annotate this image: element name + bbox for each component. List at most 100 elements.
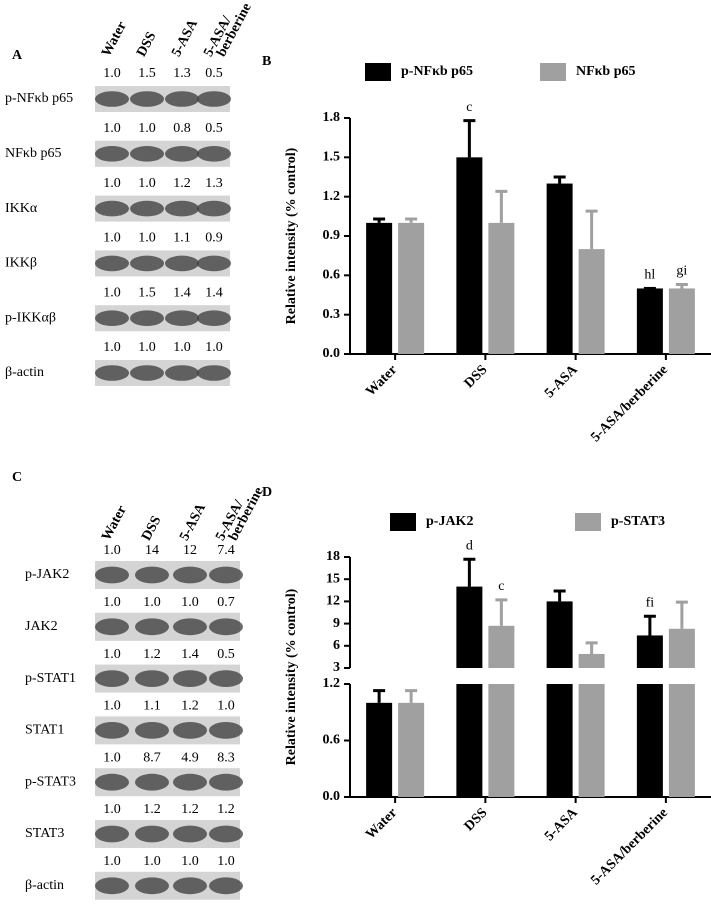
blot-band — [95, 618, 129, 636]
error-bar — [675, 283, 688, 289]
panel-label: B — [262, 54, 271, 69]
error-bar — [585, 209, 598, 250]
significance-label: c — [498, 579, 504, 594]
blot-band — [95, 773, 129, 791]
blot-band — [135, 566, 169, 584]
band-value: 1.0 — [103, 854, 121, 869]
y-tick-label: 1.5 — [323, 150, 341, 165]
lane-header: Water — [99, 503, 130, 543]
blot-band — [209, 773, 243, 791]
error-bar — [463, 119, 476, 158]
band-value: 1.0 — [138, 231, 156, 246]
band-value: 0.9 — [205, 231, 223, 246]
blot-band — [209, 722, 243, 739]
y-axis-label: Relative intensity (% control) — [284, 588, 299, 765]
blot-band — [173, 877, 207, 895]
bar — [636, 684, 663, 797]
blot-name: STAT1 — [25, 723, 64, 738]
y-tick-label: 18 — [326, 549, 340, 564]
band-value: 1.0 — [138, 340, 156, 355]
legend-label: NFκb p65 — [576, 64, 636, 79]
blot-band — [95, 877, 129, 895]
blot-band — [130, 91, 164, 107]
panel-label: A — [12, 48, 23, 63]
panel-label: C — [12, 470, 22, 485]
bar — [578, 249, 605, 354]
band-value: 1.0 — [217, 699, 235, 714]
x-tick-label: Water — [363, 805, 400, 842]
blot-band — [135, 825, 169, 843]
x-tick-label: 5-ASA/berberine — [588, 362, 671, 445]
y-tick-label: 15 — [326, 571, 340, 586]
band-value: 0.5 — [205, 66, 223, 81]
significance-label: c — [466, 100, 472, 115]
y-axis-label: Relative intensity (% control) — [284, 147, 299, 324]
error-bar — [553, 175, 566, 184]
blot-band — [173, 670, 207, 687]
blot-band — [173, 722, 207, 739]
lane-header: DSS — [139, 513, 164, 543]
error-bar — [495, 598, 508, 626]
blot-band — [165, 255, 199, 272]
x-tick-label: 5-ASA — [542, 362, 581, 401]
error-bar — [463, 557, 476, 587]
band-value: 1.0 — [103, 543, 121, 558]
blot-name: NFκb p65 — [5, 146, 61, 161]
blot-band — [130, 310, 164, 327]
blot-band — [130, 146, 164, 162]
bar — [668, 628, 695, 668]
band-value: 1.2 — [181, 802, 199, 817]
blot-band — [95, 310, 129, 327]
y-tick-label: 6 — [333, 638, 340, 653]
blot-band — [135, 877, 169, 895]
band-value: 0.5 — [205, 121, 223, 136]
blot-band — [165, 310, 199, 327]
lane-header: 5-ASA — [177, 501, 209, 544]
bar — [546, 183, 573, 354]
blot-band — [130, 255, 164, 272]
blot-band — [130, 200, 164, 217]
blot-band — [135, 618, 169, 636]
blot-name: JAK2 — [25, 619, 58, 634]
band-value: 1.2 — [143, 802, 161, 817]
blot-band — [135, 773, 169, 791]
blot-name: β-actin — [25, 878, 64, 893]
band-value: 12 — [183, 543, 197, 558]
blot-band — [165, 200, 199, 217]
y-tick-label: 0.0 — [323, 789, 341, 804]
blot-band — [130, 365, 164, 381]
band-value: 1.0 — [103, 340, 121, 355]
legend-swatch — [540, 63, 566, 81]
blot-band — [95, 146, 129, 162]
y-tick-label: 0.6 — [323, 733, 341, 748]
x-tick-label: 5-ASA — [542, 805, 581, 844]
bar — [456, 586, 483, 668]
blot-name: p-STAT3 — [25, 774, 76, 789]
y-tick-label: 3 — [333, 660, 340, 675]
y-tick-label: 1.2 — [323, 676, 341, 691]
bar — [456, 684, 483, 797]
band-value: 1.0 — [181, 854, 199, 869]
blot-name: β-actin — [5, 365, 44, 380]
bar — [366, 702, 393, 797]
band-value: 1.4 — [173, 285, 191, 300]
blot-name: IKKα — [5, 201, 38, 216]
bar — [636, 288, 663, 354]
band-value: 1.0 — [103, 699, 121, 714]
bar — [636, 635, 663, 668]
band-value: 1.0 — [103, 176, 121, 191]
blot-band — [165, 146, 199, 162]
x-tick-label: Water — [363, 362, 400, 399]
significance-label: d — [466, 538, 473, 553]
blot-band — [173, 618, 207, 636]
blot-band — [95, 825, 129, 843]
band-value: 1.0 — [103, 66, 121, 81]
blot-band — [95, 566, 129, 584]
panel-label: D — [262, 485, 272, 500]
band-value: 1.2 — [173, 176, 191, 191]
blot-band — [209, 670, 243, 687]
band-value: 1.0 — [103, 595, 121, 610]
bar — [456, 157, 483, 354]
blot-band — [209, 877, 243, 895]
error-bar — [405, 689, 418, 703]
